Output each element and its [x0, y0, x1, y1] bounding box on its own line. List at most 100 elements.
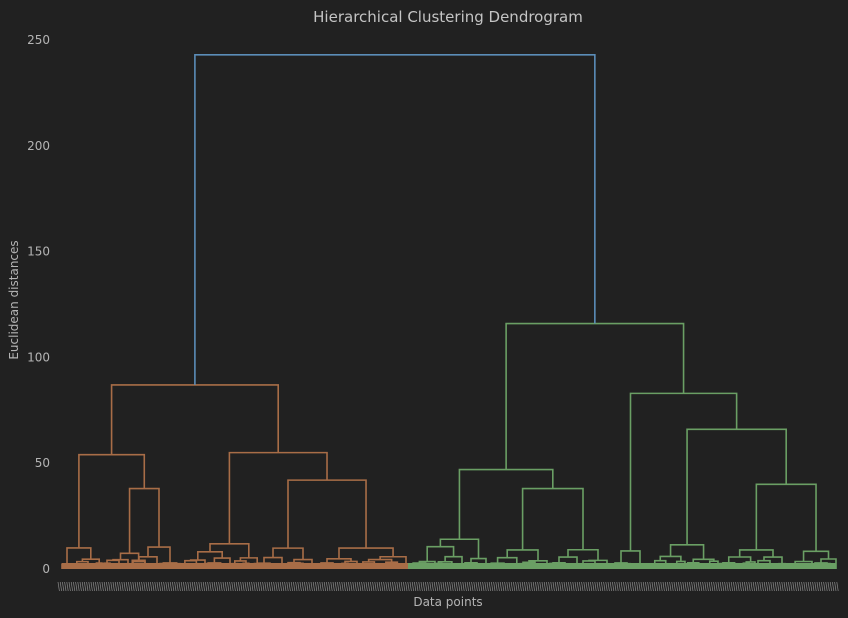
leaf-tick-mark [238, 581, 241, 592]
y-axis-ticks: 0 50 100 150 200 250 [27, 33, 50, 576]
leaf-tick-mark [409, 581, 412, 592]
leaf-tick-mark [629, 581, 632, 592]
leaf-tick-mark [385, 581, 388, 592]
leaf-tick-mark [572, 581, 575, 592]
leaf-tick-mark [766, 581, 769, 592]
leaf-tick-mark [535, 581, 538, 592]
leaf-tick-mark [686, 581, 689, 592]
leaf-tick-mark [614, 581, 617, 592]
leaf-tick-mark [180, 581, 183, 592]
leaf-tick-mark [70, 581, 73, 592]
leaf-tick-mark [460, 581, 463, 592]
leaf-tick-mark [414, 581, 417, 592]
leaf-tick-mark [345, 581, 348, 592]
leaf-tick-mark [183, 581, 186, 592]
leaf-tick-mark [227, 581, 230, 592]
leaf-tick-mark [834, 581, 837, 592]
leaf-tick-mark [620, 581, 623, 592]
leaf-tick-mark [493, 581, 496, 592]
leaf-tick-mark [581, 581, 584, 592]
leaf-tick-mark [75, 581, 78, 592]
leaf-tick-mark [726, 581, 729, 592]
leaf-tick-mark [310, 581, 313, 592]
leaf-tick-mark [301, 581, 304, 592]
leaf-tick-mark [519, 581, 522, 592]
leaf-tick-mark [191, 581, 194, 592]
leaf-tick-mark [233, 581, 236, 592]
leaf-tick-mark [400, 581, 403, 592]
leaf-tick-mark [713, 581, 716, 592]
leaf-tick-mark [172, 581, 175, 592]
leaf-tick-mark [508, 581, 511, 592]
y-tick-label: 50 [35, 456, 50, 470]
leaf-tick-mark [189, 581, 192, 592]
leaf-tick-mark [106, 581, 109, 592]
leaf-tick-mark [229, 581, 232, 592]
leaf-tick-mark [167, 581, 170, 592]
leaf-tick-mark [260, 581, 263, 592]
leaf-tick-mark [475, 581, 478, 592]
leaf-tick-mark [196, 581, 199, 592]
leaf-tick-mark [77, 581, 80, 592]
leaf-tick-mark [112, 581, 115, 592]
leaf-tick-mark [801, 581, 804, 592]
leaf-tick-mark [759, 581, 762, 592]
leaf-tick-mark [418, 581, 421, 592]
leaf-tick-mark [343, 581, 346, 592]
leaf-tick-mark [653, 581, 656, 592]
leaf-tick-mark [119, 581, 122, 592]
leaf-tick-mark [154, 581, 157, 592]
leaf-tick-mark [92, 581, 95, 592]
leaf-tick-mark [57, 581, 60, 592]
leaf-tick-mark [634, 581, 637, 592]
leaf-tick-mark [744, 581, 747, 592]
leaf-tick-mark [317, 581, 320, 592]
leaf-tick-mark [213, 581, 216, 592]
leaf-tick-mark [724, 581, 727, 592]
leaf-tick-mark [486, 581, 489, 592]
leaf-tick-mark [216, 581, 219, 592]
leaf-tick-mark [136, 581, 139, 592]
leaf-tick-mark [823, 581, 826, 592]
y-tick-label: 100 [27, 350, 50, 364]
leaf-tick-mark [770, 581, 773, 592]
leaf-tick-mark [583, 581, 586, 592]
leaf-tick-mark [374, 581, 377, 592]
leaf-tick-mark [592, 581, 595, 592]
leaf-tick-mark [526, 581, 529, 592]
leaf-tick-mark [202, 581, 205, 592]
leaf-tick-mark [700, 581, 703, 592]
leaf-tick-mark [200, 581, 203, 592]
leaf-tick-mark [695, 581, 698, 592]
leaf-tick-mark [618, 581, 621, 592]
leaf-tick-mark [290, 581, 293, 592]
sub-merge-link [344, 560, 358, 565]
leaf-tick-mark [84, 581, 87, 592]
leaf-tick-mark [537, 581, 540, 592]
leaf-tick-mark [97, 581, 100, 592]
leaf-tick-mark [735, 581, 738, 592]
leaf-tick-mark [585, 581, 588, 592]
leaf-tick-mark [407, 581, 410, 592]
leaf-tick-mark [161, 581, 164, 592]
leaf-tick-mark [110, 581, 113, 592]
leaf-tick-mark [656, 581, 659, 592]
leaf-tick-mark [297, 581, 300, 592]
leaf-tick-mark [728, 581, 731, 592]
leaf-tick-mark [502, 581, 505, 592]
sub-merge-link [437, 561, 453, 565]
leaf-tick-mark [715, 581, 718, 592]
leaf-tick-mark [359, 581, 362, 592]
leaf-tick-mark [557, 581, 560, 592]
leaf-tick-mark [739, 581, 742, 592]
leaf-tick-mark [257, 581, 260, 592]
leaf-tick-mark [356, 581, 359, 592]
leaf-tick-mark [497, 581, 500, 592]
leaf-tick-mark [609, 581, 612, 592]
leaf-tick-mark [141, 581, 144, 592]
leaf-tick-mark [224, 581, 227, 592]
leaf-tick-mark [293, 581, 296, 592]
leaf-tick-mark [249, 581, 252, 592]
leaf-tick-mark [405, 581, 408, 592]
